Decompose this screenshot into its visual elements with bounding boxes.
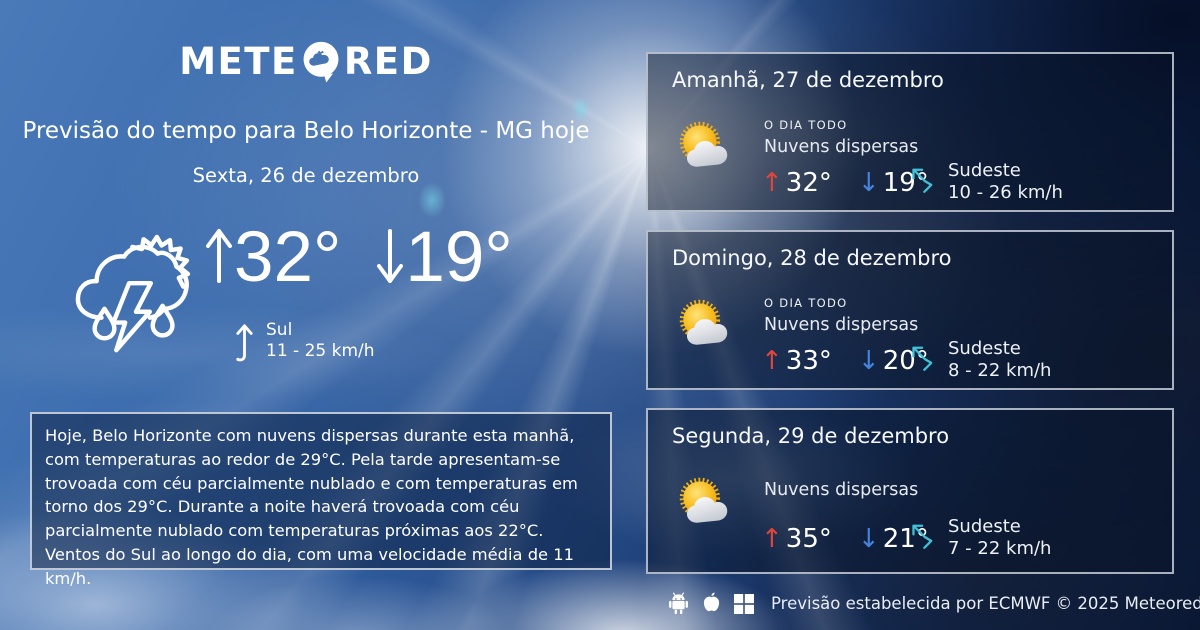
wind-dir: Sudeste [948, 338, 1021, 359]
wind-direction-southeast-icon [912, 168, 933, 193]
card-title: Amanhã, 27 de dezembro [672, 68, 944, 92]
sun-cloud-icon [679, 121, 728, 167]
apple-icon[interactable] [702, 592, 721, 615]
condition-label: Nuvens dispersas [764, 315, 919, 335]
card-title: Domingo, 28 de dezembro [672, 246, 952, 270]
card-wind-text: Sudeste 7 - 22 km/h [948, 516, 1051, 560]
high-value: 32° [785, 168, 832, 198]
sun-cloud-icon [679, 299, 728, 345]
all-day-label: O DIA TODO [764, 296, 848, 310]
today-high-value: 32° [234, 218, 342, 297]
logo-text-pre: METE [179, 40, 298, 83]
forecast-card-sunday[interactable]: Domingo, 28 de dezembro O DIA TODO Nuven… [646, 230, 1174, 390]
logo-bubble-cloud-icon [303, 41, 339, 82]
card-wind: Sudeste 10 - 26 km/h [910, 160, 1063, 204]
high-value: 35° [785, 524, 832, 554]
low-arrow-icon: ↓ [857, 524, 880, 554]
attribution-text: Previsão estabelecida por ECMWF © 2025 M… [771, 594, 1200, 613]
meteored-logo[interactable]: METE RED [0, 40, 612, 83]
footer: Previsão estabelecida por ECMWF © 2025 M… [668, 592, 1200, 615]
today-wind-text: Sul 11 - 25 km/h [266, 320, 375, 362]
card-temperatures: ↑ 33° ↓ 20° [761, 346, 929, 376]
low-arrow-icon: ↓ [857, 346, 880, 376]
wind-speed: 8 - 22 km/h [948, 360, 1052, 381]
high-arrow-icon: ↑ [761, 346, 783, 376]
android-icon[interactable] [668, 592, 689, 615]
wind-dir: Sudeste [948, 516, 1021, 537]
card-title: Segunda, 29 de dezembro [672, 424, 950, 448]
current-date-label: Sexta, 26 de dezembro [192, 164, 420, 187]
high-arrow-icon [206, 229, 232, 283]
today-wind: Sul 11 - 25 km/h [234, 320, 375, 364]
today-low: 19° [375, 218, 513, 297]
page-title: Previsão do tempo para Belo Horizonte - … [22, 118, 590, 144]
card-wind: Sudeste 7 - 22 km/h [910, 516, 1051, 560]
wind-speed: 10 - 26 km/h [948, 182, 1063, 203]
low-arrow-icon: ↓ [857, 168, 880, 198]
wind-direction-southeast-icon [912, 346, 933, 371]
condition-label: Nuvens dispersas [764, 137, 919, 157]
low-arrow-icon [377, 229, 404, 283]
wind-speed: 7 - 22 km/h [948, 538, 1052, 559]
today-temperatures: 32° 19° [204, 222, 513, 293]
today-high: 32° [204, 222, 341, 293]
high-value: 33° [785, 346, 832, 376]
high-arrow-icon: ↑ [761, 524, 783, 554]
storm-sun-rain-icon [75, 234, 191, 353]
all-day-label: O DIA TODO [764, 118, 848, 132]
wind-dir: Sudeste [948, 160, 1021, 181]
today-wind-speed: 11 - 25 km/h [266, 341, 375, 361]
sun-cloud-icon [679, 477, 728, 523]
card-temperatures: ↑ 32° ↓ 19° [761, 168, 929, 198]
today-wind-dir: Sul [266, 320, 293, 340]
forecast-card-tomorrow[interactable]: Amanhã, 27 de dezembro O DIA TODO Nuvens… [646, 52, 1174, 212]
today-low-value: 19° [405, 218, 513, 297]
low-value: 21° [882, 524, 929, 554]
low-value: 20° [882, 346, 929, 376]
card-temperatures: ↑ 35° ↓ 21° [761, 524, 929, 554]
condition-label: Nuvens dispersas [764, 480, 919, 500]
low-value: 19° [882, 168, 929, 198]
logo-text-post: RED [343, 40, 433, 83]
wind-direction-southeast-icon [912, 524, 933, 549]
card-wind-text: Sudeste 10 - 26 km/h [948, 160, 1063, 204]
high-arrow-icon: ↑ [761, 168, 783, 198]
wind-direction-south-icon [236, 324, 253, 362]
forecast-summary-text: Hoje, Belo Horizonte com nuvens dispersa… [30, 412, 612, 588]
card-wind-text: Sudeste 8 - 22 km/h [948, 338, 1051, 382]
app-platform-icons [668, 592, 754, 615]
forecast-card-monday[interactable]: Segunda, 29 de dezembro Nuvens dispersas… [646, 408, 1174, 574]
card-wind: Sudeste 8 - 22 km/h [910, 338, 1051, 382]
windows-icon[interactable] [734, 593, 754, 614]
lens-flare [418, 182, 446, 218]
